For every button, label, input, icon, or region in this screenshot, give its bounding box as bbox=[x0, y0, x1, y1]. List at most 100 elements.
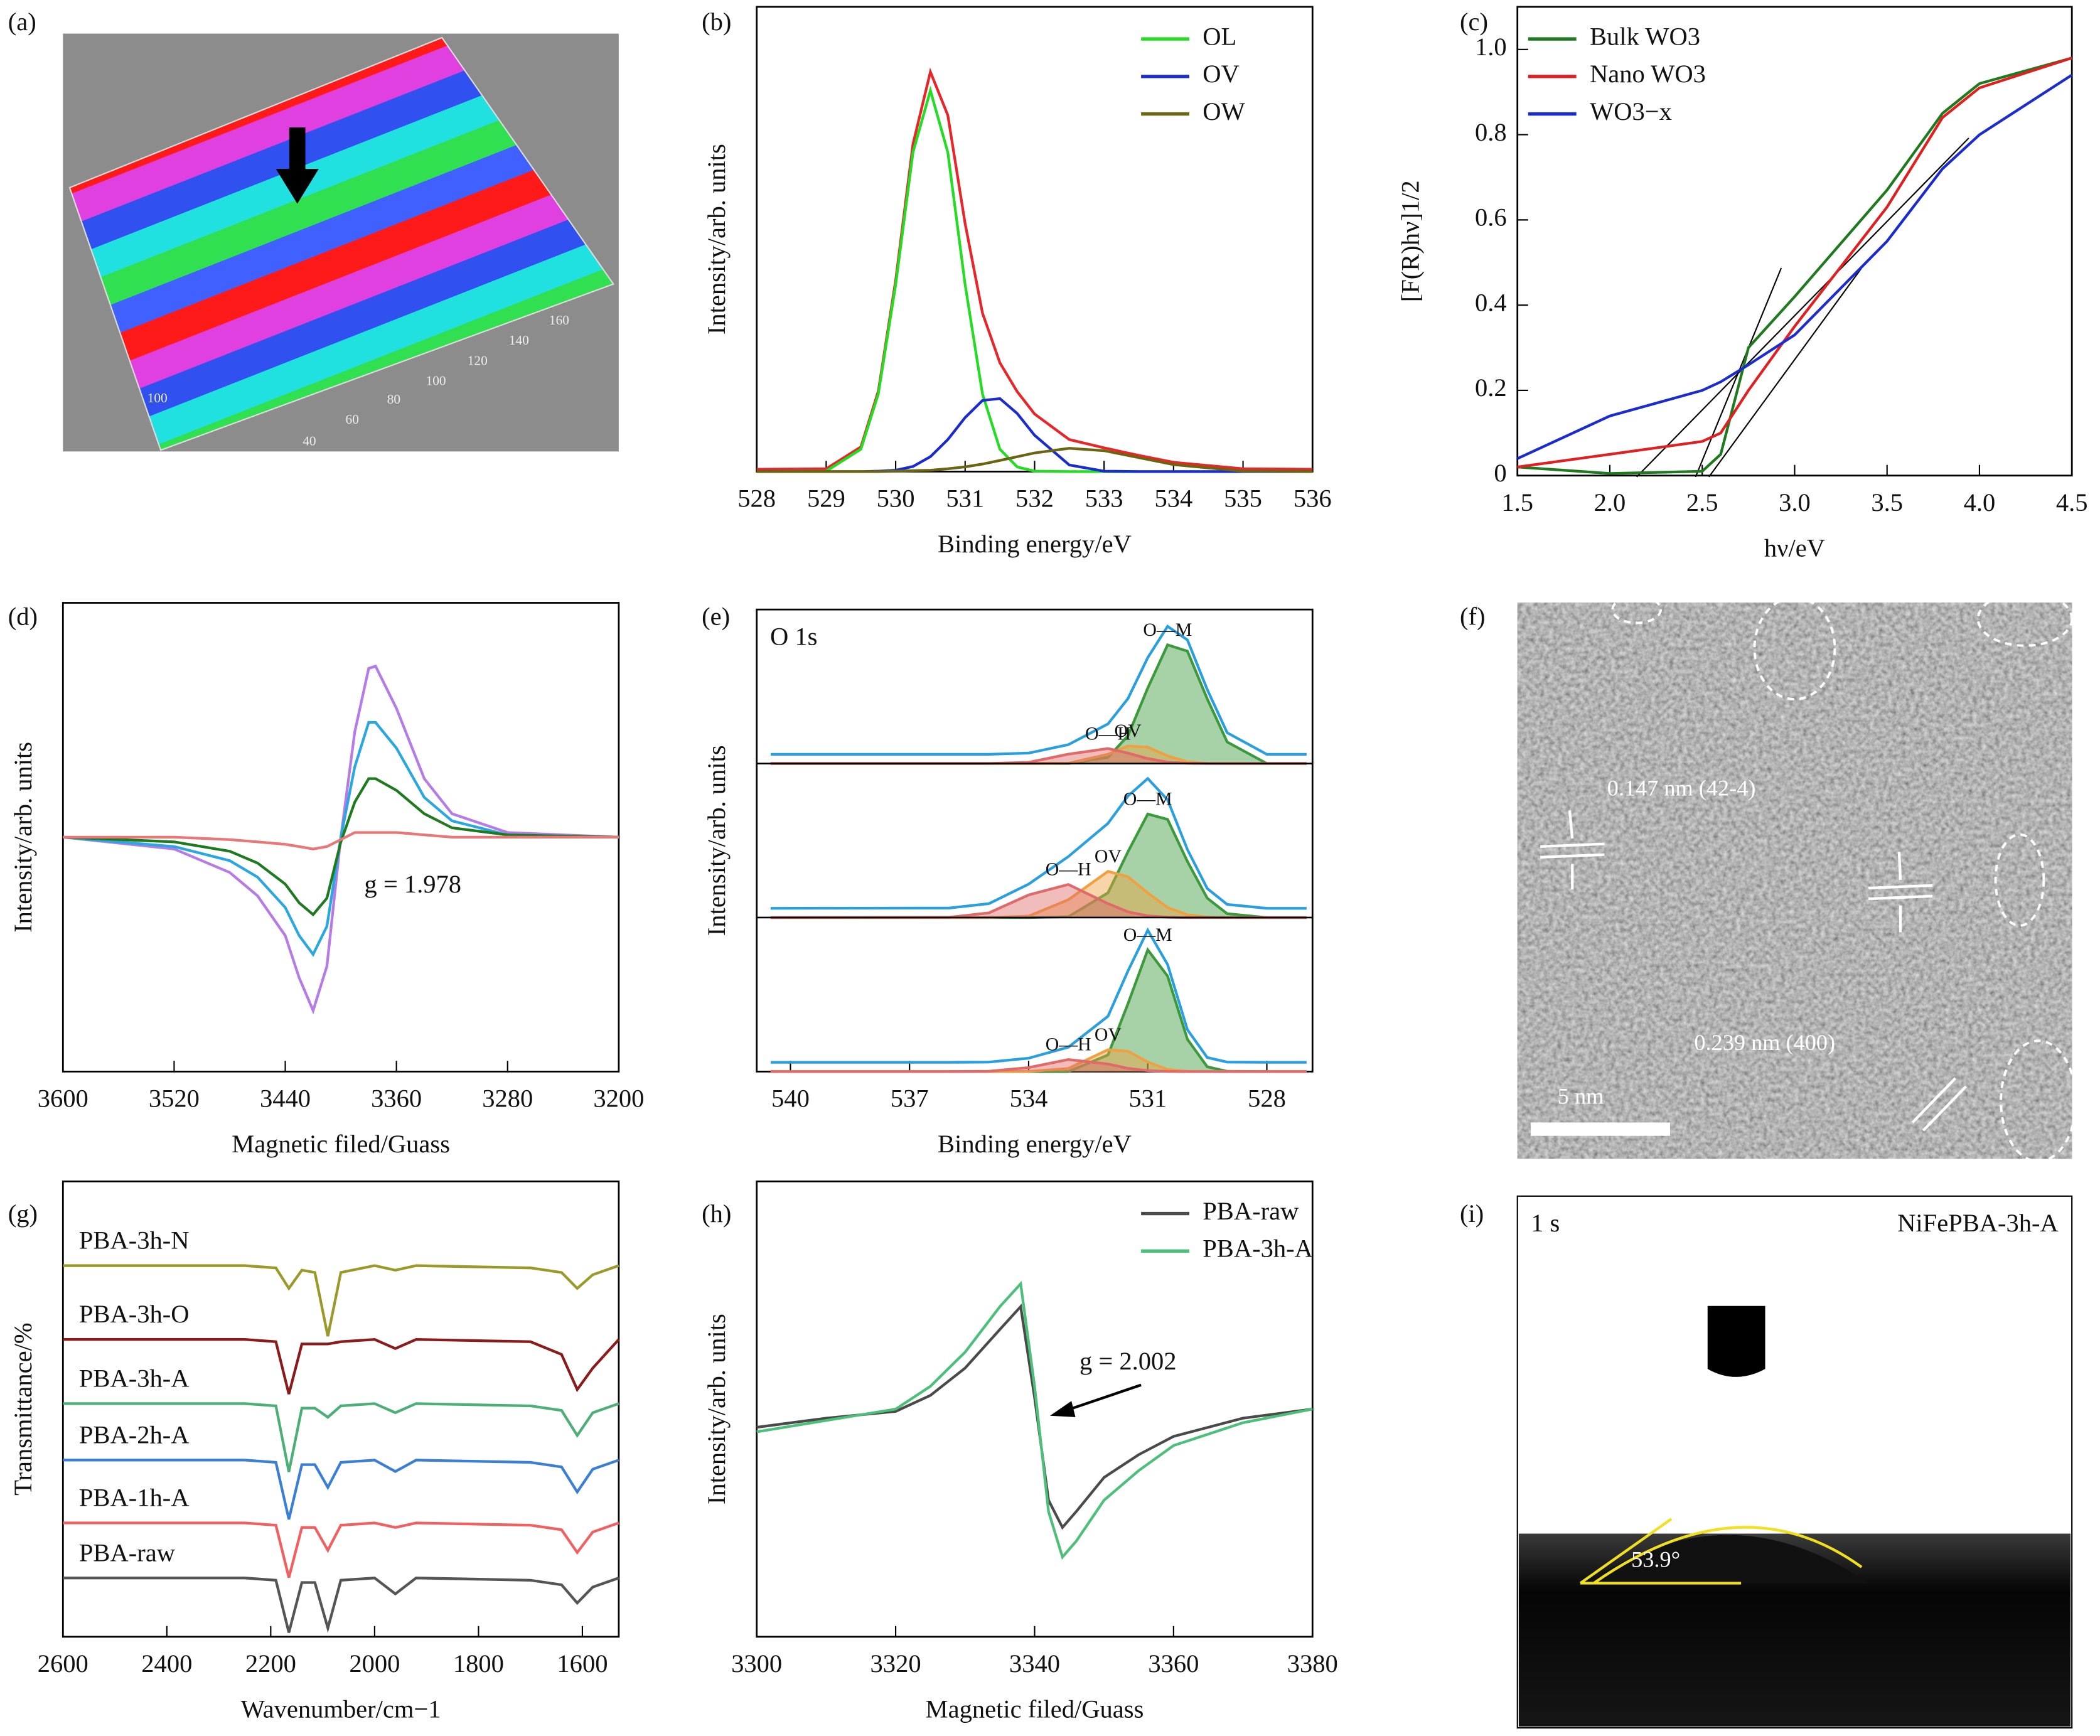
plot-frame bbox=[62, 1180, 620, 1638]
x-tick-label: 536 bbox=[1294, 485, 1332, 513]
x-axis-label: Magnetic filed/Guass bbox=[926, 1695, 1144, 1723]
y-tick-label: 0.4 bbox=[1475, 288, 1507, 316]
component-label: OV bbox=[1095, 846, 1122, 867]
defect-ring bbox=[1611, 594, 1662, 624]
x-tick-label: 532 bbox=[1015, 485, 1054, 513]
fit-line bbox=[770, 927, 1307, 1064]
x-tick-label: 533 bbox=[1085, 485, 1123, 513]
x-tick-label: 3320 bbox=[871, 1649, 921, 1678]
x-tick-label: 529 bbox=[807, 485, 845, 513]
fringe-arrow bbox=[1568, 810, 1574, 839]
x-tick-label: 530 bbox=[877, 485, 915, 513]
x-tick-label: 2600 bbox=[38, 1649, 88, 1678]
y-axis-label: Intensity/arb. units bbox=[702, 144, 731, 335]
legend-label: OW bbox=[1203, 97, 1245, 126]
legend-label: Bulk WO3 bbox=[1590, 22, 1700, 50]
y-tick-label: 0.6 bbox=[1475, 203, 1507, 232]
plot-frame bbox=[756, 608, 1314, 1073]
series-label: PBA-raw bbox=[79, 1538, 176, 1567]
series-label: PBA-3h-N bbox=[79, 1226, 190, 1255]
y-axis-label: Transmittance/% bbox=[9, 1322, 37, 1495]
x-tick-label: 3360 bbox=[371, 1085, 422, 1113]
series-line bbox=[1516, 73, 2073, 460]
series-line bbox=[63, 1521, 619, 1578]
series-line bbox=[770, 946, 1307, 1073]
panel-label: (h) bbox=[702, 1199, 731, 1228]
legend-label: WO3−x bbox=[1590, 97, 1672, 126]
axis-number: 120 bbox=[468, 353, 488, 368]
scale-label: 5 nm bbox=[1558, 1083, 1604, 1108]
defect-ring bbox=[1994, 833, 2045, 927]
panel-f-image: 0.147 nm (42-4) 0.239 nm (400) 5 nm bbox=[1517, 591, 2077, 1163]
series-line bbox=[756, 1280, 1313, 1560]
panel-label: (a) bbox=[8, 8, 36, 36]
arrow-head bbox=[276, 169, 319, 204]
fringe-arrow bbox=[1897, 852, 1902, 881]
panel-label: (d) bbox=[8, 602, 38, 630]
fit-line bbox=[770, 624, 1307, 756]
droplet-contour bbox=[1593, 1526, 1863, 1585]
fit-line bbox=[770, 776, 1307, 910]
x-tick-label: 3200 bbox=[593, 1085, 644, 1113]
component-label: OV bbox=[1115, 721, 1142, 741]
y-axis-label: Intensity/arb. units bbox=[702, 1314, 731, 1504]
axis-number: 100 bbox=[426, 373, 446, 388]
x-axis-label: Wavenumber/cm−1 bbox=[241, 1695, 441, 1723]
y-tick-label: 1.0 bbox=[1475, 33, 1507, 61]
fit-line bbox=[63, 831, 619, 850]
component-label: O—M bbox=[1123, 924, 1172, 945]
series-line bbox=[1517, 56, 2072, 475]
y-tick-label: 0.2 bbox=[1475, 373, 1507, 402]
tangent bbox=[1579, 1518, 1673, 1585]
x-tick-label: 3520 bbox=[149, 1085, 200, 1113]
x-tick-label: 2.0 bbox=[1594, 488, 1626, 517]
fit-line bbox=[63, 721, 619, 957]
series-line bbox=[1517, 56, 2072, 469]
annotation-arrow bbox=[1065, 1383, 1142, 1412]
x-tick-label: 2200 bbox=[245, 1649, 296, 1678]
panel-i-image: 1 s NiFePBA-3h-A 53.9° bbox=[1516, 1195, 2073, 1729]
component-label: O—M bbox=[1123, 789, 1172, 810]
component-label: OV bbox=[1095, 1024, 1122, 1045]
fringe-mark bbox=[1911, 1077, 1957, 1123]
annotation: g = 2.002 bbox=[1079, 1347, 1177, 1375]
fringe-mark bbox=[1868, 894, 1933, 901]
y-tick-label: 0 bbox=[1494, 459, 1506, 487]
y-tick-label: 0.8 bbox=[1475, 118, 1507, 146]
x-tick-label: 3.5 bbox=[1871, 488, 1903, 517]
lattice-label: 0.147 nm (42-4) bbox=[1607, 776, 1756, 801]
lattice-label: 0.239 nm (400) bbox=[1694, 1030, 1835, 1055]
x-tick-label: 528 bbox=[1248, 1085, 1286, 1113]
x-axis-label: Binding energy/eV bbox=[938, 530, 1132, 558]
panel-label: (f) bbox=[1460, 602, 1486, 630]
series-line bbox=[63, 1459, 619, 1520]
legend-label: Nano WO3 bbox=[1590, 60, 1706, 88]
x-tick-label: 540 bbox=[771, 1085, 810, 1113]
component-label: O—M bbox=[1143, 619, 1192, 640]
fringe-mark bbox=[1868, 884, 1933, 890]
panel-label: (c) bbox=[1460, 8, 1488, 36]
x-tick-label: 1800 bbox=[453, 1649, 504, 1678]
x-axis-label: Binding energy/eV bbox=[938, 1130, 1132, 1158]
component-label: O—H bbox=[1085, 723, 1131, 744]
x-tick-label: 3360 bbox=[1148, 1649, 1199, 1678]
series-label: PBA-1h-A bbox=[79, 1484, 190, 1512]
x-tick-label: 3380 bbox=[1287, 1649, 1338, 1678]
tem-image bbox=[1517, 603, 2072, 1159]
x-tick-label: 1.5 bbox=[1501, 488, 1533, 517]
component-label: O—H bbox=[1046, 1034, 1091, 1055]
time-label: 1 s bbox=[1531, 1209, 1560, 1237]
panel-title: O 1s bbox=[770, 622, 817, 650]
tangent-guide bbox=[1708, 267, 1863, 478]
axis-number: 80 bbox=[387, 392, 400, 407]
defect-ring bbox=[1753, 596, 1836, 701]
fit-line bbox=[63, 777, 619, 917]
y-axis-label: Intensity/arb. units bbox=[9, 742, 37, 933]
axis-number: 140 bbox=[509, 333, 529, 348]
angle-label: 53.9° bbox=[1631, 1547, 1680, 1572]
annotation-arrowhead bbox=[1050, 1401, 1076, 1417]
series-line bbox=[63, 1337, 620, 1395]
series-line bbox=[770, 1058, 1307, 1073]
